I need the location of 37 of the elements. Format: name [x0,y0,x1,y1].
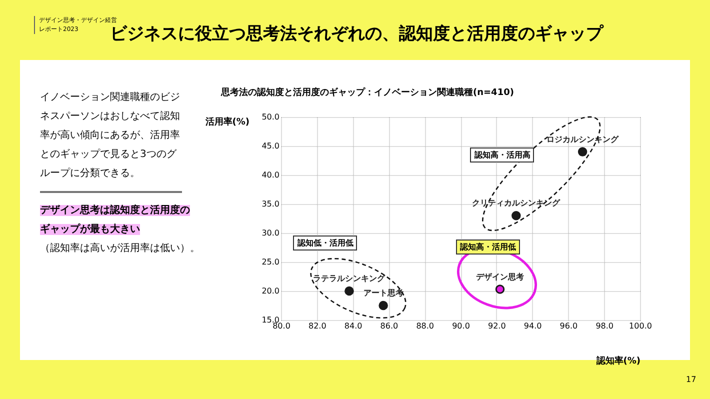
text: デザイン思考は認知度と活用度のギャップが最も大きい [40,205,190,235]
annotation: 認知低・活用低 [293,236,358,251]
chart-subtitle: 思考法の認知度と活用度のギャップ：イノベーション関連職種(n=410) [220,87,514,98]
y-tick-label: 50.0 [262,112,280,122]
x-tick-label: 94.0 [524,322,542,330]
text: 17 [686,375,696,384]
x-tick-label: 88.0 [416,322,434,330]
y-tick-label: 45.0 [262,142,280,150]
point [578,147,588,156]
point [512,210,521,220]
y-tick-label: 15.0 [262,316,280,324]
y-tick-label: 40.0 [262,170,280,180]
x-tick-label: 80.0 [272,322,290,330]
x-tick-label: 82.0 [308,322,326,330]
x-tick-label: 86.0 [380,322,398,330]
point [378,300,388,310]
annotation: アート思考 [363,288,404,298]
y-tick-label: 20.0 [262,286,280,296]
text: （認知率は高いが活用率は低い）。 [40,242,201,256]
x-tick-label: 100.0 [629,322,652,330]
point [344,286,354,296]
annotation: ラテラルシンキング [313,274,386,283]
text: イノベーション関連職種のビジネスパーソンはおしなべて認知率が高い傾向にあるが、活用率とのギャップで見ると3つのグループに分類できる。 [40,88,182,193]
x-tick-label: 98.0 [596,322,614,330]
y-tick-label: 25.0 [262,258,280,266]
annotation: 認知高・活用高 [470,147,534,162]
x-tick-label: 96.0 [560,322,578,330]
x-tick-label: 90.0 [452,322,470,330]
x-tick-label: 92.0 [488,322,506,330]
point [495,284,505,294]
y-tick-label: 30.0 [262,228,280,238]
y-tick-label: 35.0 [262,200,280,208]
x-tick-label: 84.0 [344,322,362,330]
annotation: クリティカルシンキング [472,198,562,208]
annotation: デザイン思考 [476,272,524,282]
y-axis-title: 活用率(%) [204,116,250,128]
annotation: 認知高・活用低 [456,240,520,255]
